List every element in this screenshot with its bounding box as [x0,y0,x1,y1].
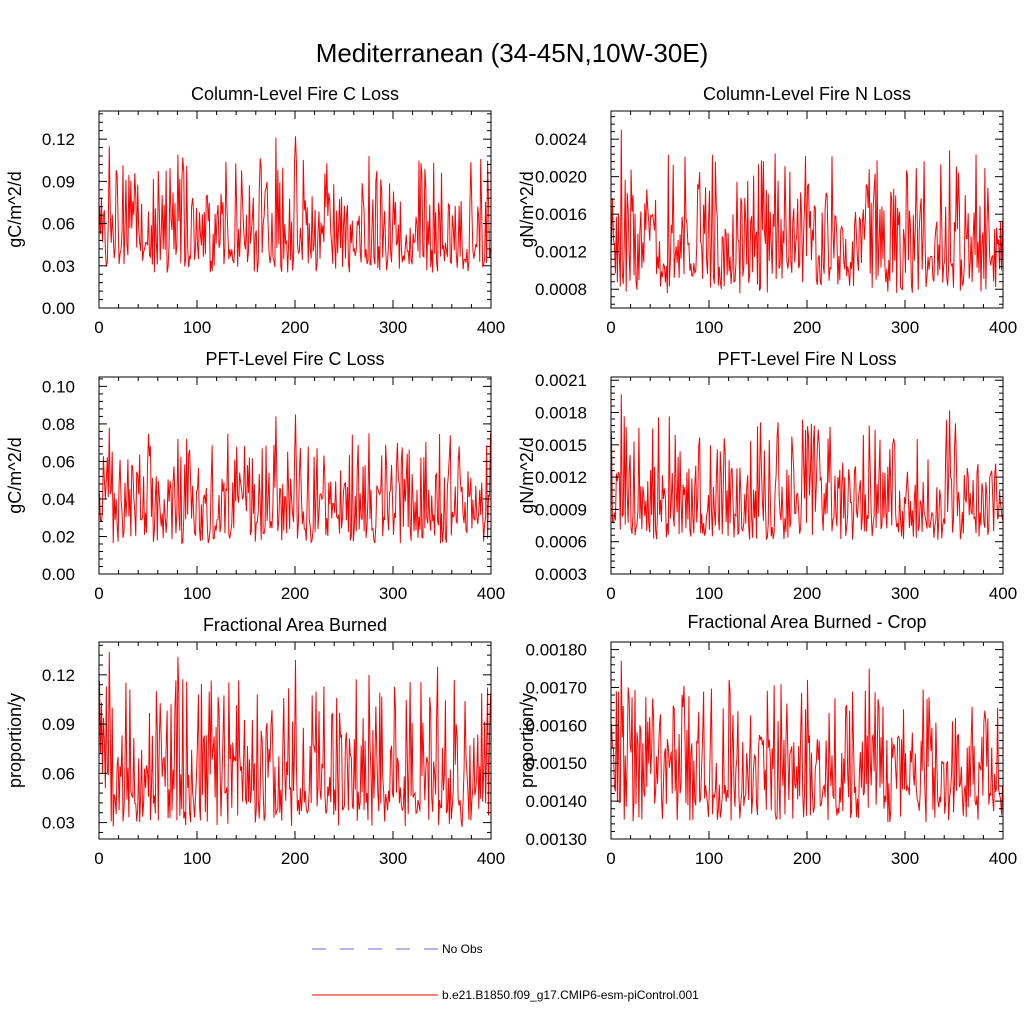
y-tick-label: 0.00170 [526,678,587,697]
y-tick-label: 0.03 [42,257,75,276]
y-tick-label: 0.08 [42,415,75,434]
x-tick-label: 100 [695,584,723,603]
series-line [611,660,1003,823]
y-tick-label: 0.06 [42,452,75,471]
x-tick-label: 100 [183,584,211,603]
x-tick-label: 0 [606,584,615,603]
x-tick-label: 0 [94,849,103,868]
y-tick-label: 0.02 [42,527,75,546]
y-axis-label: proportion/y [517,693,537,788]
x-tick-label: 0 [606,849,615,868]
x-tick-label: 300 [379,849,407,868]
series-line [99,136,491,273]
chart-title: Column-Level Fire N Loss [703,84,911,104]
x-tick-label: 200 [793,584,821,603]
x-tick-label: 100 [183,849,211,868]
y-tick-label: 0.0006 [535,533,587,552]
x-tick-label: 400 [989,318,1017,337]
y-tick-label: 0.10 [42,377,75,396]
x-tick-label: 200 [793,849,821,868]
y-tick-label: 0.0021 [535,371,587,390]
chart-title: Fractional Area Burned - Crop [687,612,926,632]
y-tick-label: 0.12 [42,666,75,685]
figure-title: Mediterranean (34-45N,10W-30E) [316,38,709,68]
x-tick-label: 300 [891,584,919,603]
y-tick-label: 0.0012 [535,468,587,487]
y-tick-label: 0.12 [42,130,75,149]
x-tick-label: 400 [477,584,505,603]
legend-label-no-obs: No Obs [442,942,483,956]
x-tick-label: 200 [281,584,309,603]
y-axis-label: gC/m^2/d [5,437,25,513]
x-tick-label: 100 [183,318,211,337]
chart-title: PFT-Level Fire N Loss [717,349,896,369]
chart-title: Fractional Area Burned [203,615,387,635]
plot-frame [98,376,492,575]
chart-panel-1: Column-Level Fire C Loss gC/m^2/d 0 100 200 3… [5,84,505,337]
y-tick-label: 0.00130 [526,830,587,849]
series-line [611,394,1003,540]
x-tick-label: 200 [281,849,309,868]
y-tick-label: 0.06 [42,215,75,234]
y-tick-label: 0.0020 [535,168,587,187]
y-axis-label: proportion/y [5,693,25,788]
y-tick-label: 0.0018 [535,404,587,423]
y-tick-label: 0.0016 [535,205,587,224]
x-tick-label: 0 [606,318,615,337]
x-tick-label: 300 [379,318,407,337]
y-tick-label: 0.0003 [535,565,587,584]
y-axis-label: gN/m^2/d [517,171,537,247]
x-tick-label: 300 [891,849,919,868]
chart-panel-6: Fractional Area Burned - Crop proportion/… [517,612,1017,868]
x-tick-label: 300 [891,318,919,337]
x-tick-label: 300 [379,584,407,603]
y-tick-label: 0.00140 [526,792,587,811]
y-tick-label: 0.00180 [526,641,587,660]
y-tick-label: 0.00 [42,565,75,584]
y-tick-label: 0.0009 [535,500,587,519]
chart-panel-4: PFT-Level Fire N Loss gN/m^2/d 0 100 200 300 4… [517,349,1017,603]
panels: Column-Level Fire C Loss gC/m^2/d 0 100 200 3… [5,84,1017,868]
x-tick-label: 0 [94,584,103,603]
x-tick-label: 100 [695,318,723,337]
x-tick-label: 200 [281,318,309,337]
x-tick-label: 400 [989,584,1017,603]
x-tick-label: 400 [477,318,505,337]
series-line [611,129,1003,294]
chart-title: PFT-Level Fire C Loss [205,349,384,369]
chart-panel-3: PFT-Level Fire C Loss gC/m^2/d 0 100 200 300 4… [5,349,505,603]
y-tick-label: 0.0015 [535,436,587,455]
y-tick-label: 0.0008 [535,280,587,299]
y-tick-label: 0.04 [42,490,75,509]
chart-title: Column-Level Fire C Loss [191,84,399,104]
x-tick-label: 200 [793,318,821,337]
y-tick-label: 0.0012 [535,243,587,262]
chart-panel-2: Column-Level Fire N Loss gN/m^2/d 0 100 200 3… [517,84,1017,337]
series-line [99,651,491,828]
y-tick-label: 0.0024 [535,130,587,149]
x-tick-label: 400 [477,849,505,868]
y-tick-label: 0.00160 [526,716,587,735]
y-tick-label: 0.09 [42,715,75,734]
y-axis-label: gN/m^2/d [517,437,537,513]
legend: No Obs b.e21.B1850.f09_g17.CMIP6-esm-piC… [312,942,699,1002]
x-tick-label: 0 [94,318,103,337]
series-line [99,414,491,545]
y-tick-label: 0.00 [42,299,75,318]
chart-panel-5: Fractional Area Burned proportion/y 0 100 20… [5,615,505,868]
y-tick-label: 0.00150 [526,754,587,773]
y-tick-label: 0.09 [42,172,75,191]
y-axis-label: gC/m^2/d [5,171,25,247]
y-tick-label: 0.03 [42,814,75,833]
x-tick-label: 100 [695,849,723,868]
y-tick-label: 0.06 [42,764,75,783]
legend-label-model: b.e21.B1850.f09_g17.CMIP6-esm-piControl.… [442,988,699,1002]
x-tick-label: 400 [989,849,1017,868]
